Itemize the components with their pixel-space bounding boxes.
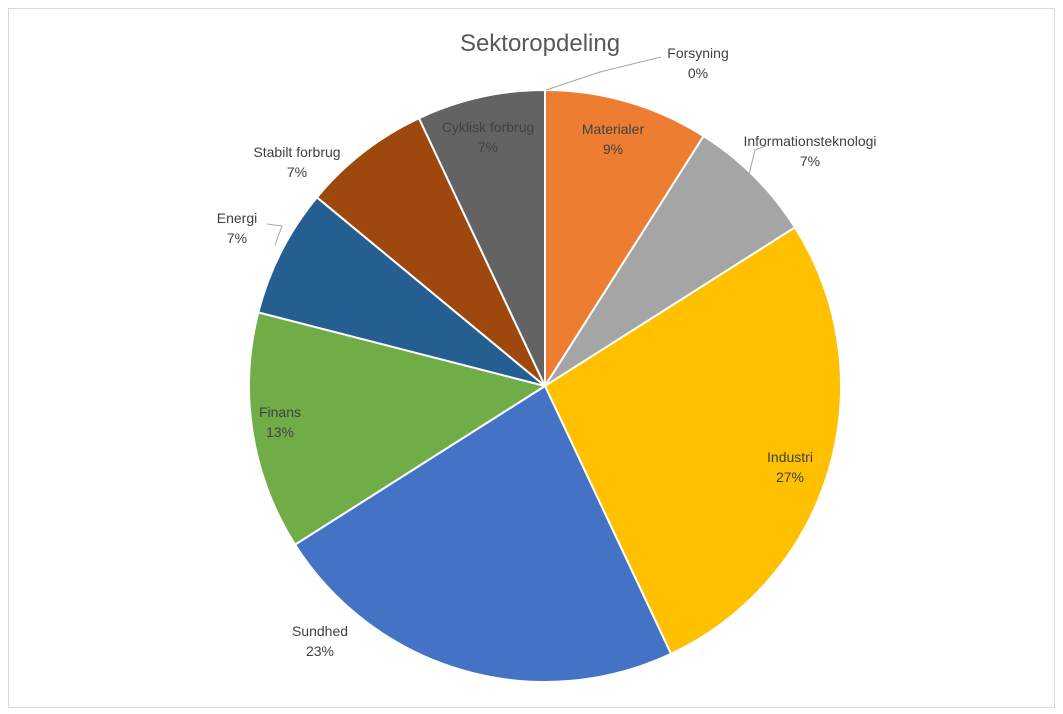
pie-slice-energi — [257, 195, 546, 387]
data-label-name-industri: Industri — [767, 449, 813, 465]
pie-slice-cyklisk-forbrug — [417, 88, 546, 387]
data-label-name-stabilt-forbrug: Stabilt forbrug — [253, 144, 340, 160]
leader-line-forsyning — [545, 56, 662, 91]
data-label-value-finans: 13% — [266, 424, 294, 440]
data-label-value-cyklisk-forbrug: 7% — [478, 139, 498, 155]
pie-slice-materialer — [544, 88, 705, 390]
pie-slice-finans — [248, 311, 548, 546]
data-label-value-forsyning: 0% — [688, 65, 708, 81]
data-label-value-energi: 7% — [227, 230, 247, 246]
data-label-value-stabilt-forbrug: 7% — [287, 164, 307, 180]
data-label-name-cyklisk-forbrug: Cyklisk forbrug — [442, 119, 535, 135]
data-label-name-forsyning: Forsyning — [667, 45, 728, 61]
pie-slice-informationsteknologi — [544, 134, 797, 387]
data-label-name-informationsteknologi: Informationsteknologi — [743, 133, 876, 149]
data-label-name-materialer: Materialer — [582, 121, 645, 137]
data-label-value-sundhed: 23% — [306, 643, 334, 659]
pie-slice-industri — [543, 226, 842, 656]
data-label-name-finans: Finans — [259, 404, 301, 420]
pie-slices — [248, 88, 842, 683]
data-label-name-energi: Energi — [217, 210, 257, 226]
pie-slice-sundhed — [293, 384, 673, 683]
data-label-name-sundhed: Sundhed — [292, 623, 348, 639]
leader-lines — [266, 56, 767, 246]
data-label-value-informationsteknologi: 7% — [800, 153, 820, 169]
pie-slice-stabilt-forbrug — [315, 116, 546, 387]
leader-line-energi — [266, 223, 283, 246]
data-labels: Forsyning 0% Materialer 9% Informationstekno… — [217, 45, 877, 659]
data-label-value-industri: 27% — [776, 469, 804, 485]
leader-line-informationsteknologi — [746, 145, 767, 184]
data-label-value-materialer: 9% — [603, 141, 623, 157]
chart-title: Sektoropdeling — [460, 30, 620, 57]
